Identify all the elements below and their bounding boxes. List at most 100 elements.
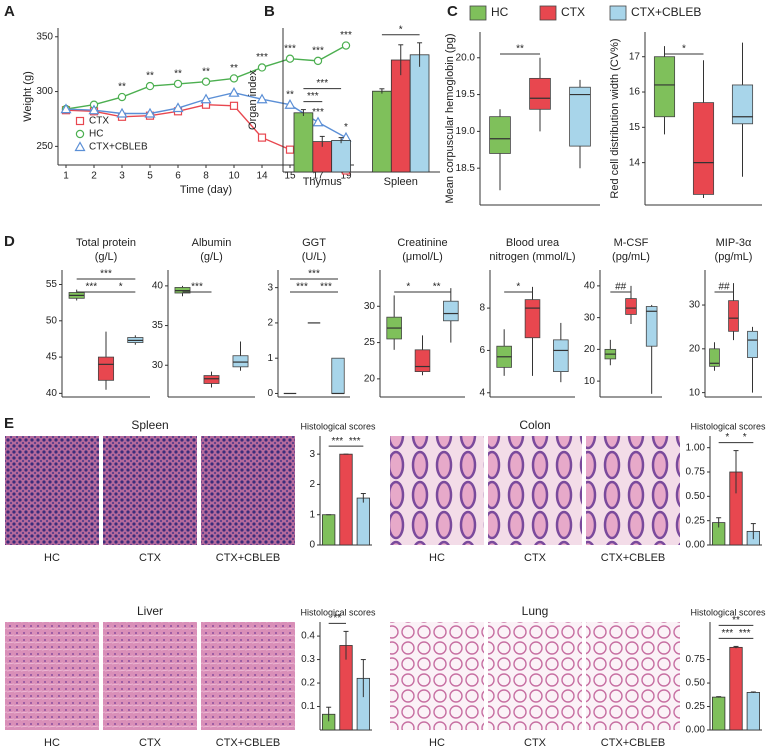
significance-label: *** bbox=[312, 107, 324, 118]
y-axis-label: Mean corpuscular hemoglobin (pg) bbox=[444, 34, 456, 204]
histology-image bbox=[201, 436, 295, 545]
y-tick-label: 40 bbox=[152, 281, 164, 292]
plot-title: Albumin bbox=[192, 237, 232, 249]
y-tick-label: 0 bbox=[309, 540, 315, 551]
panel-label: C bbox=[447, 3, 458, 20]
y-tick-label: 2 bbox=[309, 479, 315, 490]
bar bbox=[372, 90, 392, 173]
bar bbox=[712, 696, 726, 731]
significance-label: * bbox=[119, 282, 123, 293]
x-tick-label: 15 bbox=[284, 171, 296, 182]
significance-label: *** bbox=[316, 78, 328, 89]
histology-image bbox=[390, 622, 484, 730]
point bbox=[284, 98, 296, 109]
y-tick-label: 1 bbox=[267, 353, 273, 364]
legend-label: CTX bbox=[89, 116, 109, 127]
image-label: CTX+CBLEB bbox=[601, 737, 666, 749]
plot-title: Histological scores bbox=[690, 607, 766, 617]
box bbox=[232, 355, 249, 368]
point bbox=[285, 54, 295, 63]
point bbox=[256, 93, 268, 104]
significance-label: *** bbox=[331, 436, 343, 447]
significance-label: ** bbox=[118, 82, 126, 93]
y-tick-label: 10 bbox=[689, 387, 701, 398]
histology-image bbox=[103, 622, 197, 730]
panel-label: D bbox=[4, 233, 15, 250]
x-tick-label: 3 bbox=[119, 171, 125, 182]
histology-image bbox=[488, 622, 582, 730]
y-tick-label: 0.25 bbox=[686, 515, 706, 526]
y-tick-label: 0.50 bbox=[686, 678, 706, 689]
significance-label: ** bbox=[202, 66, 210, 77]
x-tick-label: 6 bbox=[175, 171, 181, 182]
significance-label: * bbox=[725, 432, 729, 443]
y-tick-label: 20.0 bbox=[456, 52, 476, 63]
significance-label: * bbox=[406, 282, 410, 293]
point bbox=[88, 104, 100, 115]
y-tick-label: 0.4 bbox=[301, 631, 315, 642]
significance-label: *** bbox=[320, 282, 332, 293]
image-label: HC bbox=[44, 552, 60, 564]
point bbox=[313, 56, 323, 66]
histology-image bbox=[5, 622, 99, 730]
panel-label: A bbox=[4, 3, 15, 20]
y-axis-label: Weight (g) bbox=[22, 71, 34, 122]
y-tick-label: 0.3 bbox=[301, 654, 315, 665]
box bbox=[443, 300, 459, 322]
plot-title: Histological scores bbox=[300, 421, 376, 431]
y-tick-label: 0 bbox=[267, 388, 273, 399]
y-axis-label: Organ index bbox=[247, 70, 259, 130]
y-tick-label: 0.75 bbox=[686, 467, 706, 478]
point bbox=[201, 77, 211, 86]
significance-label: ** bbox=[433, 282, 441, 293]
y-tick-label: 3 bbox=[267, 282, 273, 293]
significance-label: *** bbox=[256, 52, 268, 63]
histology-image bbox=[103, 436, 197, 545]
x-tick-label: Thymus bbox=[303, 176, 343, 188]
y-tick-label: 16 bbox=[629, 87, 641, 98]
significance-label: *** bbox=[349, 436, 361, 447]
x-tick-label: Spleen bbox=[384, 176, 418, 188]
x-axis-label: Time (day) bbox=[180, 184, 232, 196]
legend-label: CTX+CBLEB bbox=[89, 142, 148, 153]
plot-title: Histological scores bbox=[690, 421, 766, 431]
plot-title: Total protein bbox=[76, 237, 136, 249]
significance-label: *** bbox=[312, 46, 324, 57]
y-tick-label: 6 bbox=[479, 345, 485, 356]
significance-label: *** bbox=[340, 30, 352, 41]
y-axis-label: Red cell distribution width (CV%) bbox=[609, 38, 621, 198]
significance-label: ** bbox=[732, 615, 740, 626]
x-tick-label: 14 bbox=[256, 171, 268, 182]
significance-label: *** bbox=[191, 282, 203, 293]
legend-marker bbox=[75, 116, 85, 126]
y-tick-label: 17 bbox=[629, 51, 641, 62]
point bbox=[312, 116, 324, 127]
histology-image bbox=[390, 436, 484, 545]
point bbox=[172, 102, 184, 113]
x-tick-label: 17 bbox=[312, 171, 324, 182]
significance-label: ** bbox=[230, 63, 238, 74]
box bbox=[747, 330, 758, 358]
image-label: CTX+CBLEB bbox=[601, 552, 666, 564]
significance-label: *** bbox=[100, 269, 112, 280]
legend-label: CTX bbox=[561, 5, 585, 19]
significance-label: *** bbox=[284, 43, 296, 54]
image-label: CTX bbox=[524, 552, 547, 564]
plot-title: Creatinine bbox=[397, 237, 447, 249]
panel-label: B bbox=[264, 3, 275, 20]
y-tick-label: 30 bbox=[364, 301, 376, 312]
box bbox=[653, 56, 676, 118]
x-tick-label: 2 bbox=[91, 171, 97, 182]
significance-label: * bbox=[682, 44, 686, 55]
y-tick-label: 300 bbox=[36, 86, 53, 97]
point bbox=[257, 63, 267, 72]
point bbox=[173, 79, 183, 89]
y-tick-label: 25 bbox=[364, 337, 376, 348]
significance-label: * bbox=[399, 24, 403, 35]
legend-label: CTX+CBLEB bbox=[631, 5, 701, 19]
box bbox=[728, 300, 739, 332]
histology-image bbox=[586, 436, 680, 545]
image-label: HC bbox=[429, 737, 445, 749]
y-tick-label: 0.00 bbox=[686, 540, 706, 551]
